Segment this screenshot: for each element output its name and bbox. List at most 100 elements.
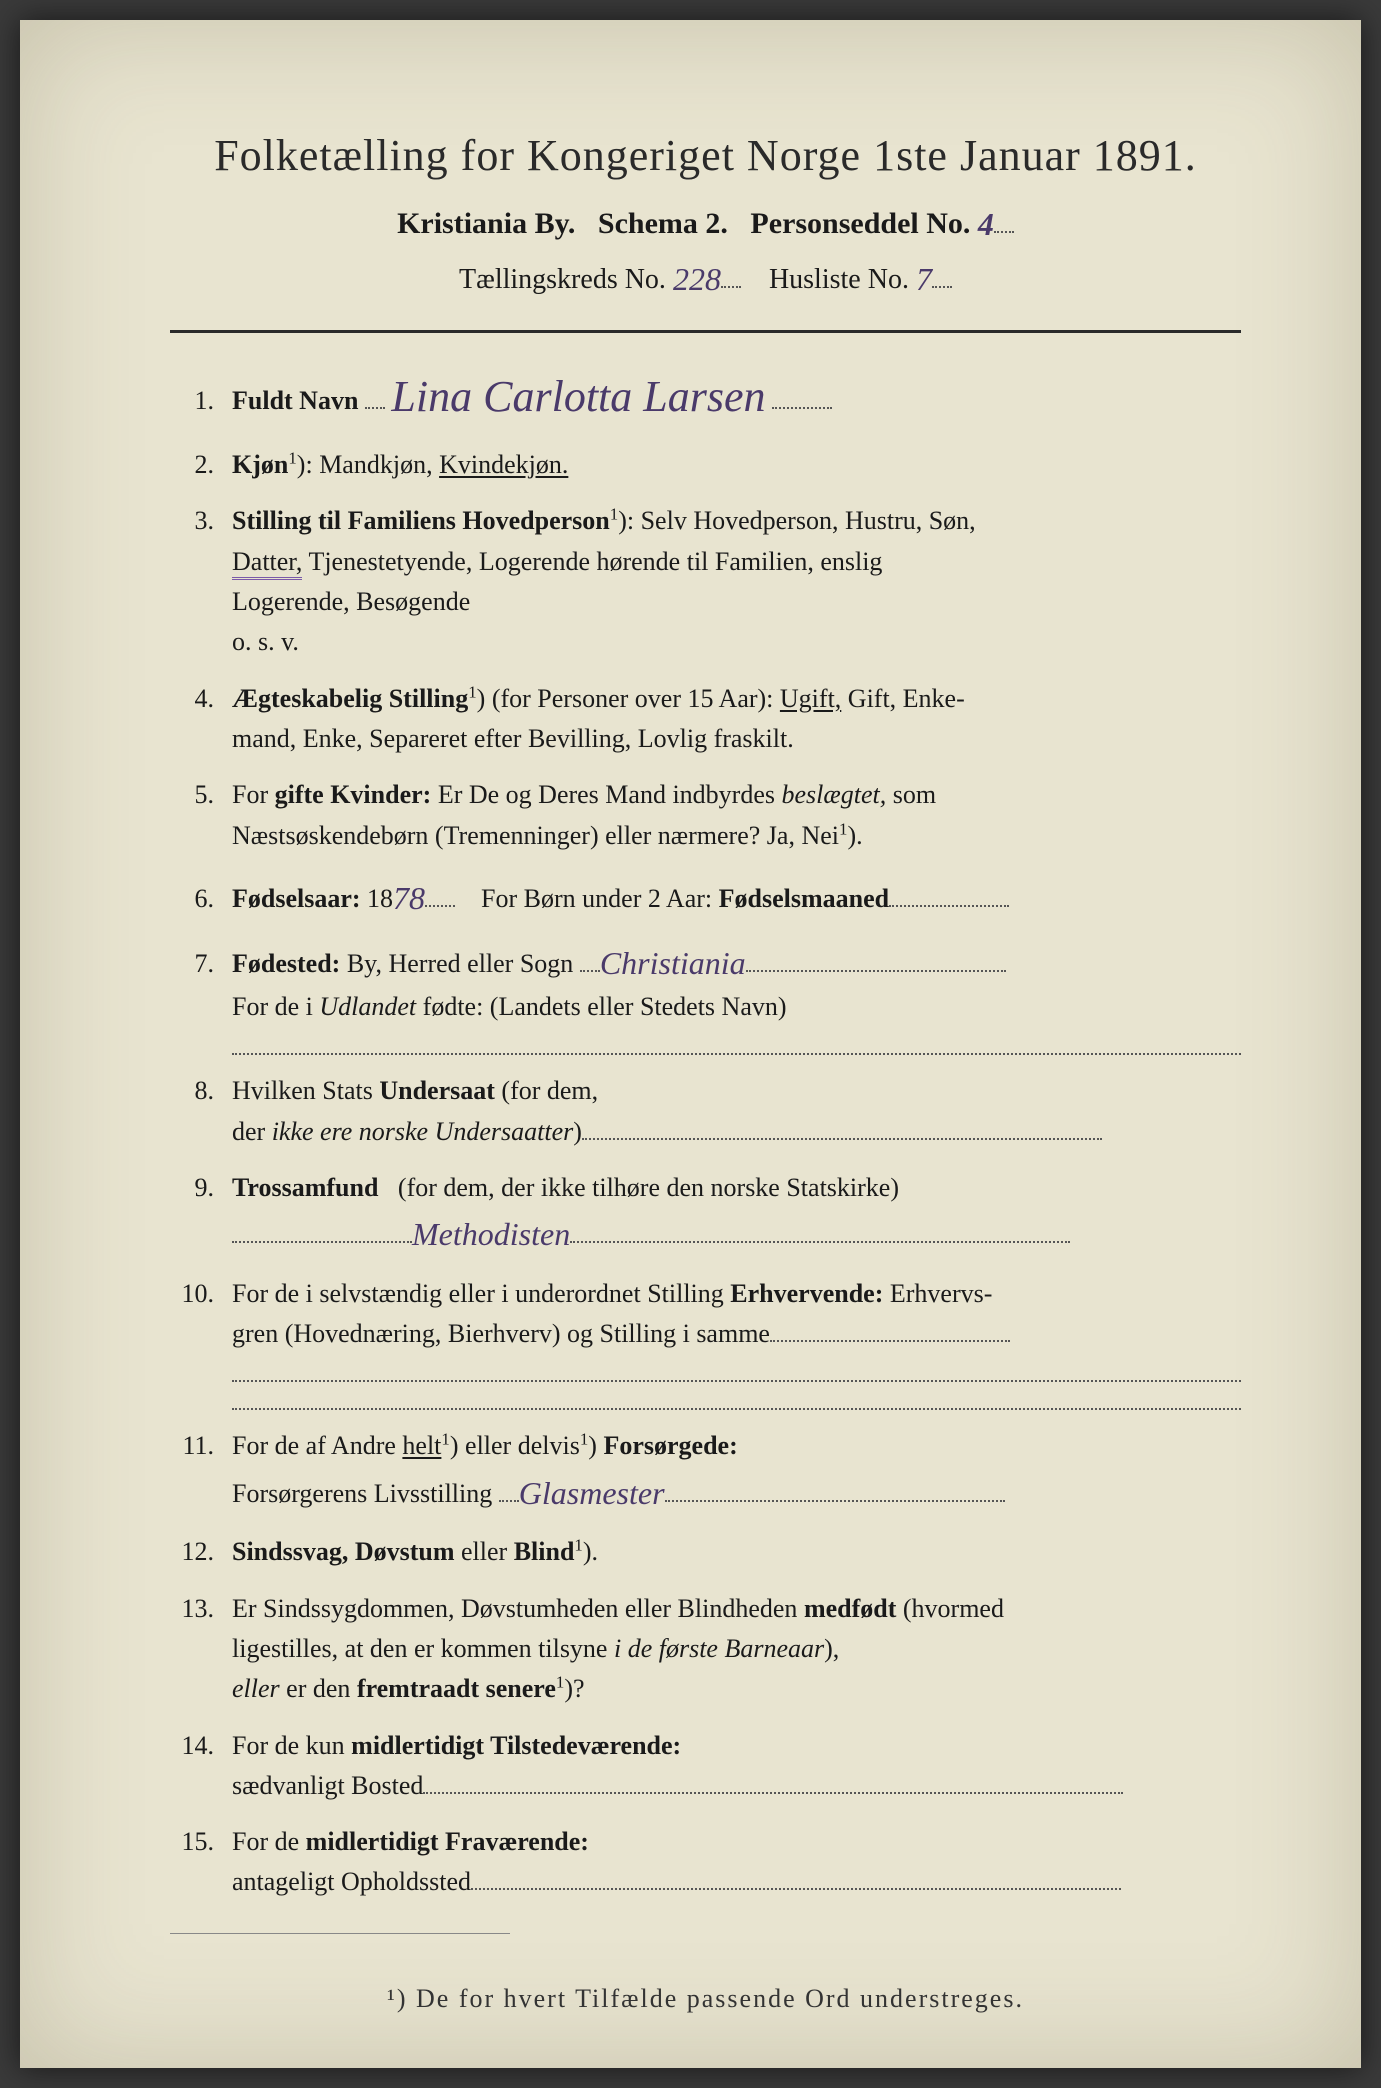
field-label: Blind [514, 1537, 575, 1566]
field-2: 2. Kjøn1): Mandkjøn, Kvindekjøn. [170, 445, 1241, 485]
text: For de kun [232, 1731, 345, 1760]
italic-text: eller [232, 1674, 280, 1703]
selected-option: Datter, [232, 547, 302, 580]
field-9: 9. Trossamfund (for dem, der ikke tilhør… [170, 1168, 1241, 1258]
field-7: 7. Fødested: By, Herred eller Sogn Chris… [170, 937, 1241, 1055]
field-num: 9. [170, 1168, 232, 1208]
field-label: Fuldt Navn [232, 386, 358, 415]
text: (hvormed [903, 1594, 1004, 1623]
blank-line [232, 1358, 1241, 1382]
text: For de [232, 1827, 299, 1856]
option-text: Tjenestetyende, Logerende hørende til Fa… [308, 547, 882, 576]
text: For de i selvstændig eller i underordnet… [232, 1279, 724, 1308]
field-label: Forsørgede: [603, 1431, 737, 1460]
field-label: Fødselsmaaned [719, 884, 889, 913]
option-text: Gift, Enke- [848, 684, 965, 713]
text: By, Herred eller Sogn [347, 949, 573, 978]
italic-text: ikke ere norske Undersaatter [272, 1117, 574, 1146]
subtitle-line: Kristiania By. Schema 2. Personseddel No… [170, 203, 1241, 241]
field-5: 5. For gifte Kvinder: Er De og Deres Man… [170, 775, 1241, 856]
field-1: 1. Fuldt Navn Lina Carlotta Larsen [170, 361, 1241, 429]
field-4: 4. Ægteskabelig Stilling1) (for Personer… [170, 679, 1241, 760]
field-3: 3. Stilling til Familiens Hovedperson1):… [170, 501, 1241, 662]
field-label: Erhvervende: [730, 1279, 883, 1308]
footnote-rule [170, 1933, 510, 1934]
italic-text: Udlandet [319, 992, 416, 1021]
text: er den [286, 1674, 350, 1703]
husliste-label: Husliste No. [769, 264, 909, 295]
text: For [232, 780, 268, 809]
option-text: mand, Enke, Separeret efter Bevilling, L… [232, 724, 794, 753]
text: ), [824, 1634, 839, 1663]
field-12: 12. Sindssvag, Døvstum eller Blind1). [170, 1532, 1241, 1572]
option-text: (for Personer over 15 Aar): [492, 684, 774, 713]
text: Er Sindssygdommen, Døvstumheden eller Bl… [232, 1594, 797, 1623]
field-label: medfødt [804, 1594, 896, 1623]
option-text: Mandkjøn, [319, 450, 432, 479]
option-text: Selv Hovedperson, Hustru, Søn, [641, 506, 976, 535]
field-label: Ægteskabelig Stilling [232, 684, 468, 713]
field-label: Stilling til Familiens Hovedperson [232, 506, 610, 535]
field-10: 10. For de i selvstændig eller i underor… [170, 1274, 1241, 1411]
italic-text: beslægtet, [782, 780, 887, 809]
text: (for dem, der ikke tilhøre den norske St… [398, 1173, 899, 1202]
field-label: Trossamfund [232, 1173, 378, 1202]
field-11: 11. For de af Andre helt1) eller delvis1… [170, 1426, 1241, 1516]
field-label: midlertidigt Tilstedeværende: [351, 1731, 681, 1760]
field-num: 6. [170, 879, 232, 919]
text: ? [573, 1674, 585, 1703]
birthplace-value: Christiania [600, 939, 746, 989]
selected-option: Kvindekjøn. [439, 450, 568, 479]
field-num: 3. [170, 501, 232, 541]
italic-text: i de første Barneaar [614, 1634, 824, 1663]
option-text: Logerende, Besøgende [232, 587, 470, 616]
divider-rule [170, 330, 1241, 333]
name-value: Lina Carlotta Larsen [391, 363, 765, 431]
provider-value: Glasmester [519, 1469, 665, 1519]
field-num: 5. [170, 775, 232, 815]
city-label: Kristiania By. [397, 207, 575, 240]
text: ligestilles, at den er kommen tilsyne [232, 1634, 607, 1663]
text: (for dem, [501, 1076, 598, 1105]
field-num: 4. [170, 679, 232, 719]
personseddel-label: Personseddel No. [750, 207, 970, 240]
field-num: 2. [170, 445, 232, 485]
field-label: Kjøn [232, 450, 288, 479]
field-label: Undersaat [379, 1076, 495, 1105]
field-label: fremtraadt senere [357, 1674, 556, 1703]
personseddel-value: 4 [978, 206, 994, 243]
field-label: Fødested: [232, 949, 340, 978]
field-num: 15. [170, 1822, 232, 1862]
kreds-value: 228 [673, 261, 721, 298]
field-label: gifte Kvinder: [275, 780, 432, 809]
text: eller [461, 1537, 507, 1566]
field-num: 14. [170, 1726, 232, 1766]
blank-line [232, 1386, 1241, 1410]
field-num: 7. [170, 944, 232, 984]
text: eller delvis [465, 1431, 580, 1460]
document-page: Folketælling for Kongeriget Norge 1ste J… [20, 20, 1361, 2068]
field-num: 12. [170, 1532, 232, 1572]
field-label: Fødselsaar: [232, 884, 361, 913]
text: som [893, 780, 936, 809]
selected-option: Ugift, [780, 684, 841, 713]
field-num: 10. [170, 1274, 232, 1314]
main-title: Folketælling for Kongeriget Norge 1ste J… [170, 130, 1241, 181]
field-14: 14. For de kun midlertidigt Tilstedevære… [170, 1726, 1241, 1807]
field-num: 13. [170, 1589, 232, 1629]
text: Næstsøskendebørn (Tremenninger) eller næ… [232, 821, 839, 850]
text: Forsørgerens Livsstilling [232, 1479, 492, 1508]
field-15: 15. For de midlertidigt Fraværende: anta… [170, 1822, 1241, 1903]
religion-value: Methodisten [412, 1210, 570, 1260]
field-num: 11. [170, 1426, 232, 1466]
option-text: o. s. v. [232, 627, 299, 656]
schema-label: Schema 2. [598, 207, 728, 240]
text: Hvilken Stats [232, 1076, 373, 1105]
kreds-label: Tællingskreds No. [459, 264, 666, 295]
text: Er De og Deres Mand indbyrdes [438, 780, 775, 809]
blank-line [232, 1031, 1241, 1055]
text: gren (Hovednæring, Bierhverv) og Stillin… [232, 1319, 770, 1348]
field-num: 1. [170, 381, 232, 421]
field-num: 8. [170, 1071, 232, 1111]
husliste-value: 7 [916, 261, 932, 298]
